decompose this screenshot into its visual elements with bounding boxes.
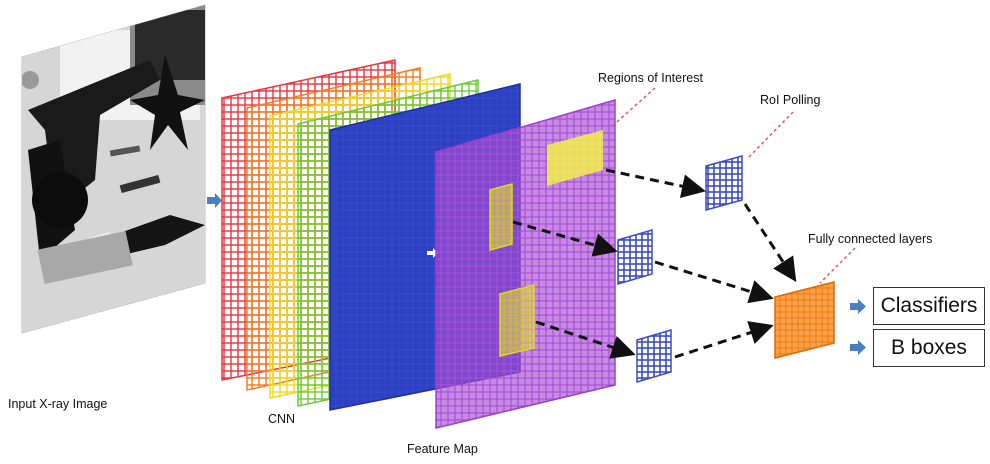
classifiers-output-box: Classifiers: [873, 287, 985, 325]
bboxes-arrow-icon: [850, 340, 866, 355]
fc-block: [774, 281, 835, 359]
label-leaders: [609, 87, 856, 284]
roi-region-middle: [489, 183, 513, 251]
pooled-block-bottom: [636, 328, 672, 384]
classifiers-arrow-icon: [850, 299, 866, 314]
roi-region-top: [547, 130, 603, 186]
flow-arrows: [512, 168, 797, 359]
cnn-label: CNN: [268, 412, 296, 426]
input-image-label: Input X-ray Image: [8, 397, 108, 411]
input-arrow-icon: [207, 193, 222, 208]
bboxes-output-box: B boxes: [873, 329, 985, 367]
feature-map: [435, 99, 616, 429]
roi-region-bottom: [499, 284, 535, 357]
pooled-block-middle: [617, 228, 653, 286]
pooled-block-top: [705, 155, 743, 211]
roi-pooling-label: RoI Polling: [760, 93, 821, 107]
input-xray-image: [21, 4, 206, 334]
regions-of-interest-label: Regions of Interest: [598, 71, 703, 85]
feature-map-label: Feature Map: [407, 442, 478, 456]
fc-layers-label: Fully connected layers: [808, 232, 933, 246]
